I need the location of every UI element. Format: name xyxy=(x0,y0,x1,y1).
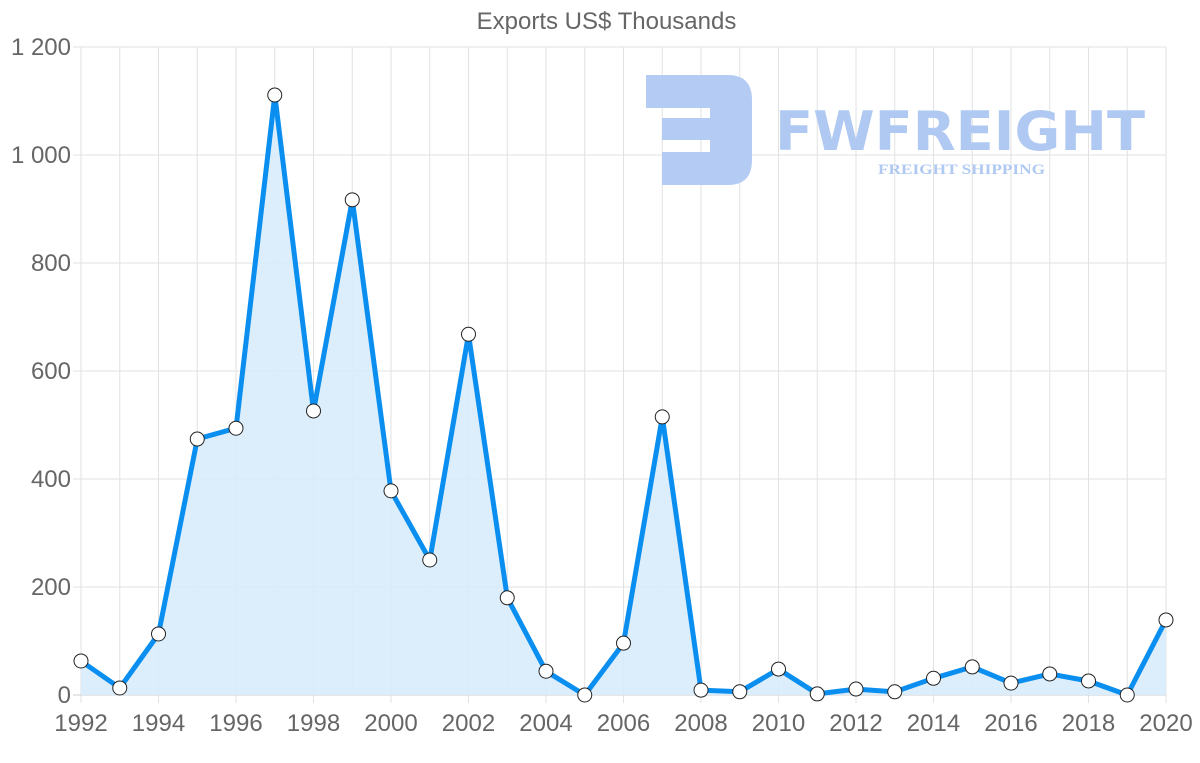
data-point[interactable] xyxy=(461,326,476,342)
x-tick-label: 2000 xyxy=(364,710,417,737)
x-tick-label: 1998 xyxy=(287,710,340,737)
data-point[interactable] xyxy=(267,87,283,103)
data-point[interactable] xyxy=(1119,687,1135,703)
x-tick-label: 2020 xyxy=(1139,710,1192,737)
data-point[interactable] xyxy=(1158,612,1174,628)
data-point[interactable] xyxy=(73,653,89,669)
data-point[interactable] xyxy=(151,626,166,642)
y-tick-label: 200 xyxy=(31,574,71,601)
data-point[interactable] xyxy=(306,403,321,419)
data-points xyxy=(73,87,1174,703)
y-tick-label: 400 xyxy=(31,466,71,493)
x-tick-label: 2018 xyxy=(1062,710,1115,737)
y-tick-label: 600 xyxy=(31,358,71,385)
data-point[interactable] xyxy=(1081,673,1096,689)
x-axis: 1992 1994 1996 1998 2000 2002 2004 2006 2008 2010… xyxy=(54,710,1192,737)
x-tick-label: 1994 xyxy=(132,710,185,737)
x-tick-label: 2008 xyxy=(674,710,727,737)
data-point[interactable] xyxy=(1003,675,1019,691)
x-tick-label: 2014 xyxy=(907,710,960,737)
x-tick-label: 2006 xyxy=(597,710,650,737)
data-point[interactable] xyxy=(422,552,438,568)
fw-logo-icon xyxy=(646,75,752,185)
watermark-tagline: FREIGHT SHIPPING xyxy=(878,162,1045,178)
x-tick-label: 2012 xyxy=(829,710,882,737)
watermark-logo: FWFREIGHT FREIGHT SHIPPING xyxy=(646,75,1145,185)
data-point[interactable] xyxy=(112,680,128,696)
x-tick-label: 2002 xyxy=(442,710,495,737)
data-point[interactable] xyxy=(616,635,631,651)
data-point[interactable] xyxy=(577,687,593,703)
data-point[interactable] xyxy=(654,409,670,425)
data-point[interactable] xyxy=(771,661,786,677)
data-point[interactable] xyxy=(228,420,244,436)
data-point[interactable] xyxy=(732,684,748,700)
x-tick-label: 1996 xyxy=(209,710,262,737)
x-tick-label: 2004 xyxy=(519,710,572,737)
data-point[interactable] xyxy=(538,663,554,679)
data-point[interactable] xyxy=(964,659,980,675)
chart-title: Exports US$ Thousands xyxy=(476,8,737,35)
data-point[interactable] xyxy=(693,682,709,698)
y-tick-label: 1 000 xyxy=(11,142,71,169)
y-axis: 0 200 400 600 800 1 000 1 200 xyxy=(11,34,71,709)
x-tick-label: 2016 xyxy=(984,710,1037,737)
x-tick-label: 2010 xyxy=(752,710,805,737)
data-point[interactable] xyxy=(848,681,864,697)
x-tick-label: 1992 xyxy=(54,710,107,737)
y-tick-label: 0 xyxy=(58,682,71,709)
y-tick-label: 1 200 xyxy=(11,34,71,61)
data-point[interactable] xyxy=(344,192,360,208)
data-point[interactable] xyxy=(887,684,903,700)
data-point[interactable] xyxy=(1042,666,1058,682)
data-point[interactable] xyxy=(189,431,205,447)
data-point[interactable] xyxy=(383,483,399,499)
data-point[interactable] xyxy=(499,590,515,606)
data-point[interactable] xyxy=(809,686,825,702)
y-tick-label: 800 xyxy=(31,250,71,277)
data-point[interactable] xyxy=(926,670,941,686)
series-area-fill xyxy=(81,95,1166,696)
watermark-brand: FWFREIGHT xyxy=(775,100,1145,163)
